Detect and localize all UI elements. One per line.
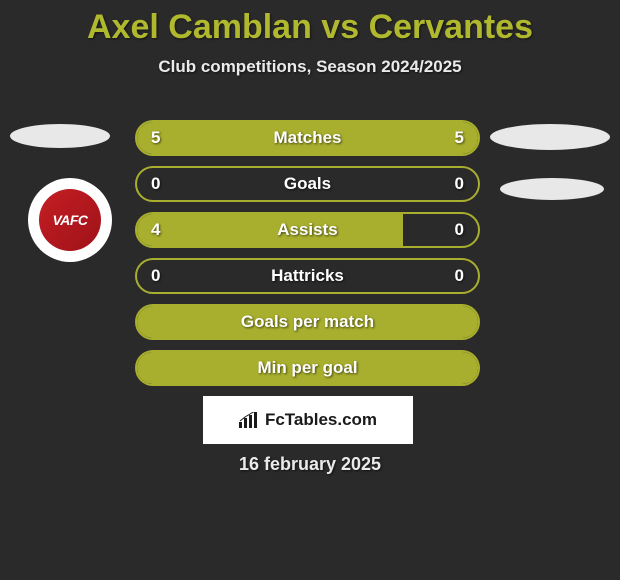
player-right-placeholder-bottom — [500, 178, 604, 200]
stat-bar: Min per goal — [135, 350, 480, 386]
club-badge-text: VAFC — [39, 189, 101, 251]
fctables-label: FcTables.com — [265, 410, 377, 430]
stat-bar: Assists4 0 — [135, 212, 480, 248]
stat-label: Assists — [137, 214, 478, 246]
stat-bar: Hattricks0 0 — [135, 258, 480, 294]
stat-value-right: 5 — [455, 122, 464, 154]
stat-value-left: 5 — [151, 122, 160, 154]
stat-bar: Goals0 0 — [135, 166, 480, 202]
stat-label: Matches — [137, 122, 478, 154]
stat-bar: Goals per match — [135, 304, 480, 340]
date-label: 16 february 2025 — [0, 454, 620, 475]
stat-bar: Matches5 5 — [135, 120, 480, 156]
page-title: Axel Camblan vs Cervantes — [0, 0, 620, 47]
stat-label: Goals — [137, 168, 478, 200]
stat-value-right: 0 — [455, 214, 464, 246]
player-left-placeholder — [10, 124, 110, 148]
stat-label: Goals per match — [137, 306, 478, 338]
stat-label: Hattricks — [137, 260, 478, 292]
page-subtitle: Club competitions, Season 2024/2025 — [0, 57, 620, 77]
player-right-placeholder-top — [490, 124, 610, 150]
stat-value-left: 0 — [151, 260, 160, 292]
fctables-logo-box: FcTables.com — [203, 396, 413, 444]
stat-label: Min per goal — [137, 352, 478, 384]
stat-value-left: 4 — [151, 214, 160, 246]
stats-bars: Matches55Goals00Assists40Hattricks00Goal… — [135, 120, 480, 396]
bar-chart-icon — [239, 412, 259, 428]
stat-value-right: 0 — [455, 260, 464, 292]
stat-value-right: 0 — [455, 168, 464, 200]
stat-value-left: 0 — [151, 168, 160, 200]
club-badge-left: VAFC — [28, 178, 112, 262]
